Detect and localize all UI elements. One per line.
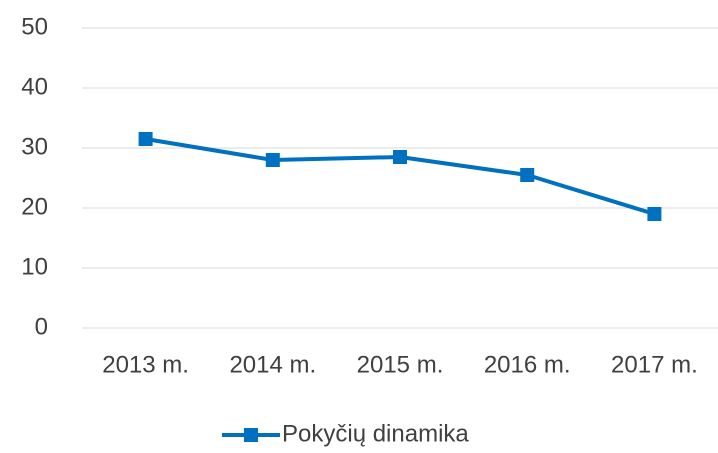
y-tick-label: 20 (21, 193, 48, 220)
point-marker (520, 168, 535, 182)
y-tick-label: 50 (21, 13, 48, 40)
x-tick-label: 2017 m. (611, 351, 698, 378)
legend-label: Pokyčių dinamika (282, 420, 469, 447)
x-tick-label: 2014 m. (229, 351, 316, 378)
point-marker (647, 207, 662, 221)
x-tick-label: 2016 m. (484, 351, 571, 378)
point-marker (265, 153, 280, 167)
legend-marker (244, 428, 258, 442)
x-tick-label: 2013 m. (102, 351, 189, 378)
y-tick-label: 10 (21, 253, 48, 280)
y-tick-label: 30 (21, 133, 48, 160)
y-tick-label: 0 (35, 313, 48, 340)
point-marker (393, 150, 407, 164)
point-marker (138, 132, 153, 146)
x-tick-label: 2015 m. (357, 351, 444, 378)
y-tick-label: 40 (21, 73, 48, 100)
